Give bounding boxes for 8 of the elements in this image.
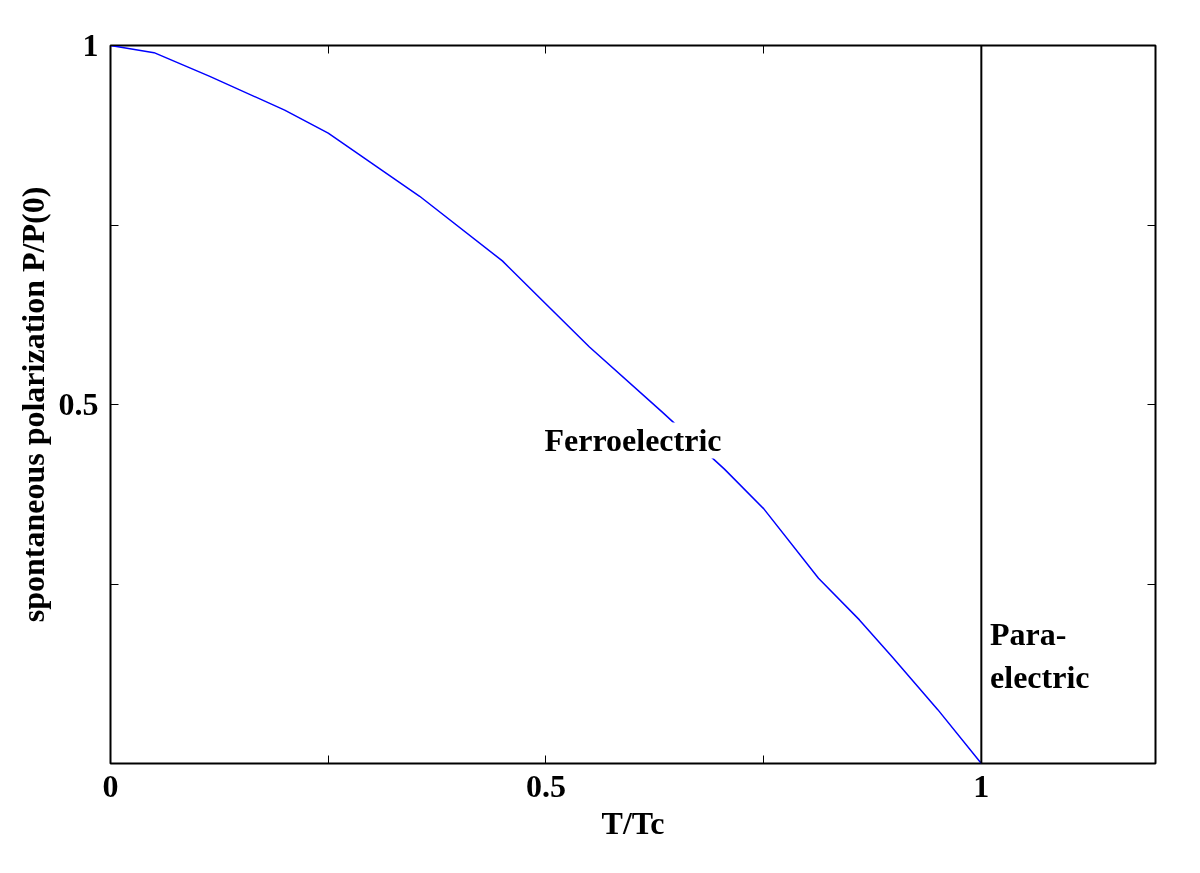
- x-tick-label: 0: [102, 767, 119, 804]
- annotation: Para- electric: [990, 616, 1090, 696]
- line-series: [110, 45, 983, 764]
- annotation: Ferroelectric: [544, 422, 722, 459]
- x-tick-label: 1: [973, 767, 990, 804]
- x-axis-title: T/Tc: [601, 804, 665, 841]
- y-axis-title: spontaneous polarization P/P(0): [14, 186, 51, 623]
- x-tick-label: 0.5: [525, 767, 566, 804]
